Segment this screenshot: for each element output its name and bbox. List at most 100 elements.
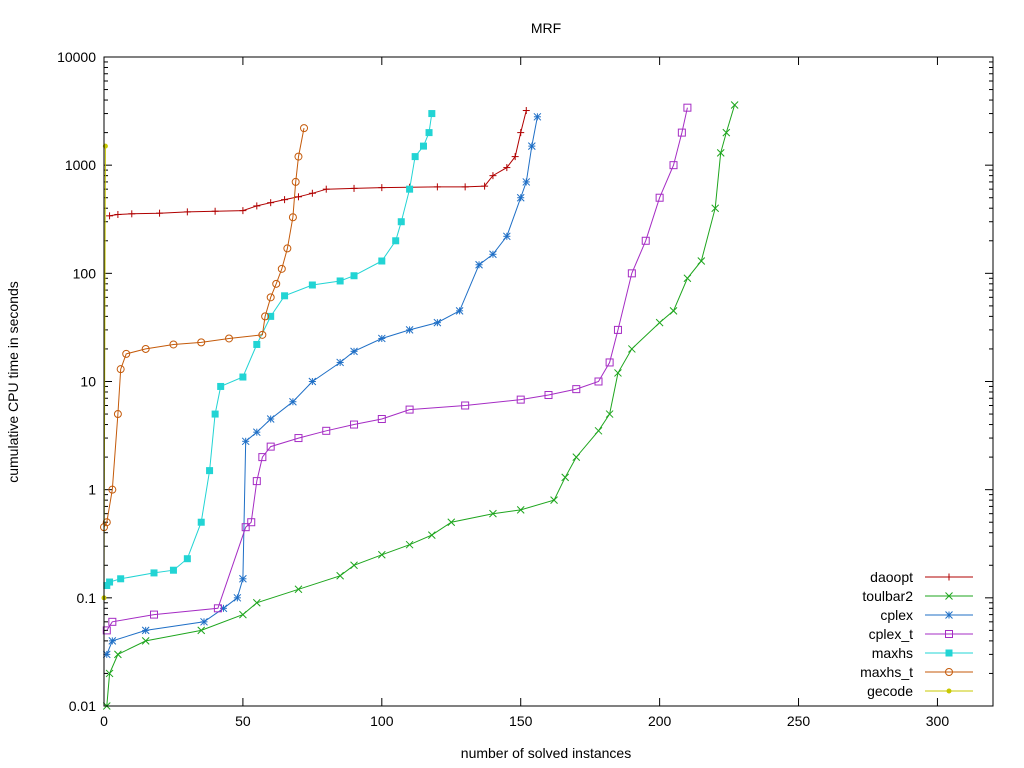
series-line-maxhs [106,113,433,586]
data-point [247,518,256,527]
data-point [117,575,125,583]
x-tick-label: 200 [648,713,672,729]
data-point [511,153,519,161]
data-point [253,202,261,210]
y-tick-label: 0.01 [69,698,96,714]
series-maxhs_t [100,124,309,532]
data-point [527,142,536,150]
y-tick-label: 10000 [57,49,96,65]
data-point [122,349,131,358]
data-point [267,312,275,320]
data-point [266,293,275,302]
data-point [239,574,247,583]
data-point [114,650,122,659]
data-point [405,540,414,549]
data-point [183,555,191,563]
data-point [150,610,159,619]
data-point [197,518,205,526]
data-point [258,330,267,339]
x-tick-labels: 0 50 100 150 200 250 300 [100,713,949,729]
data-point [281,292,289,300]
data-point [405,326,414,334]
data-point [350,272,358,280]
data-point [550,496,558,505]
data-point [239,207,247,215]
data-point [461,183,469,191]
data-point [108,485,117,494]
y-tick-label: 10 [80,374,96,390]
x-tick-label: 300 [926,713,950,729]
data-point [277,264,286,273]
data-point [291,177,300,186]
data-point [300,124,309,133]
x-axis-label: number of solved instances [461,745,631,761]
data-point [252,477,261,486]
legend-label: cplex_t [869,626,913,642]
data-point [150,569,158,577]
data-point [392,237,400,245]
data-point [258,453,267,462]
data-point [377,415,386,424]
data-point [108,637,117,645]
data-point [522,178,531,186]
data-point [114,210,122,218]
data-point [197,338,206,347]
data-point [183,208,191,216]
data-point [336,571,344,580]
data-point [116,365,125,374]
data-point [102,626,111,635]
series-line-maxhs_t [103,128,305,528]
legend-marker [945,630,953,638]
data-point [233,593,242,602]
data-point [405,405,414,414]
series-cplex_t [102,103,692,635]
data-point [288,213,297,222]
data-point [294,585,303,594]
legend-marker [945,592,953,600]
data-point [522,107,530,115]
data-point [433,183,441,191]
axis-ticks [103,56,993,707]
data-point [294,193,302,201]
data-point [141,344,150,353]
data-point [425,129,433,137]
series-maxhs [103,110,436,590]
data-point [730,101,739,109]
data-point [419,142,427,150]
legend-label: toulbar2 [862,588,913,604]
series-gecode [101,143,108,601]
data-point [252,428,261,437]
data-point [350,184,358,192]
data-point [113,410,122,419]
data-point [627,269,636,278]
data-point [239,610,247,619]
data-point [239,373,247,381]
data-point [614,369,622,377]
legend-marker [945,649,953,657]
data-point [377,550,386,559]
data-point [683,103,692,112]
data-point [716,148,725,157]
legend-label: maxhs_t [860,664,913,680]
data-point [544,391,553,400]
data-point [217,382,225,390]
data-point [252,598,261,607]
data-point [655,193,664,202]
data-point [308,189,316,197]
legend-label: daoopt [870,569,913,585]
data-point [206,467,214,475]
data-point [266,442,275,451]
legend-label: gecode [867,683,913,699]
data-point [669,161,678,170]
data-point [406,185,414,193]
data-point [594,377,603,386]
x-tick-label: 150 [509,713,533,729]
data-point [350,347,358,356]
data-point [102,518,111,527]
y-tick-label: 100 [73,265,97,281]
legend-marker [946,688,952,694]
data-point [489,172,497,180]
data-point [336,358,344,367]
legend-label: maxhs [872,645,913,661]
data-point [105,669,114,678]
